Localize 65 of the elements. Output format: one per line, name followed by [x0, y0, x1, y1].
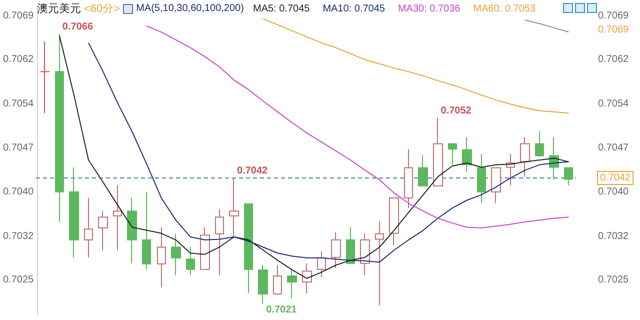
candlestick — [448, 143, 457, 166]
candlestick — [55, 33, 64, 222]
chart-title: 澳元美元 — [37, 2, 81, 16]
candlestick — [157, 226, 166, 288]
candlestick — [84, 197, 93, 258]
line-series — [146, 26, 570, 228]
text: MA60: 0.7053 — [473, 4, 536, 14]
candlestick — [142, 191, 151, 270]
candlestick — [302, 262, 312, 294]
text: MA10: 0.7045 — [322, 4, 386, 14]
text: 0.7069 — [598, 24, 630, 36]
candlestick — [564, 167, 573, 186]
candlestick — [215, 208, 224, 276]
y-tick-label: 0.7047 — [2, 142, 34, 154]
line-series — [262, 18, 570, 114]
annotation: MA(5,10,30,60,100,200) — [136, 3, 244, 14]
chart-subtitle: <60分> — [84, 2, 120, 16]
candlestick — [433, 117, 443, 186]
y-tick-label: 0.7069 — [2, 10, 34, 22]
candlestick — [113, 184, 122, 251]
text: MA30: 0.7036 — [398, 4, 461, 14]
candlestick — [171, 233, 181, 276]
candlestick — [477, 153, 486, 204]
candlestick — [98, 210, 108, 251]
candlestick — [418, 154, 428, 186]
y2-tick-label: 0.7069 — [598, 10, 630, 22]
candlestick — [273, 264, 282, 294]
annotation: 0.7052 — [440, 105, 472, 116]
candlestick — [535, 130, 544, 158]
ref-line-label: 0.7042 — [600, 172, 632, 184]
candlestick — [462, 136, 472, 173]
candlestick — [360, 232, 370, 276]
candlestick — [331, 232, 341, 269]
candlestick — [491, 167, 501, 204]
y-tick-label: 0.7040 — [2, 186, 34, 198]
y2-tick-label: 0.7054 — [598, 98, 630, 110]
candlestick — [375, 220, 384, 306]
y2-tick-label: 0.7032 — [598, 230, 630, 242]
candlestick — [520, 136, 530, 178]
line-series — [524, 20, 570, 33]
candlestick — [229, 178, 239, 239]
y-tick-label: 0.7032 — [2, 230, 34, 242]
candlestick — [346, 226, 355, 264]
candlestick — [40, 41, 50, 114]
candlestick — [389, 197, 399, 246]
annotation: 0.7042 — [237, 166, 268, 177]
candlestick — [317, 250, 326, 278]
candlestick — [258, 264, 268, 305]
candlestick — [287, 268, 297, 299]
y2-tick-label: 0.7062 — [598, 54, 630, 66]
y-tick-label: 0.7054 — [2, 98, 34, 110]
candlestick — [69, 166, 79, 258]
y-tick-label: 0.7062 — [2, 54, 34, 66]
candlestick — [404, 148, 413, 209]
candlestick — [127, 197, 137, 264]
text: MA5: 0.7045 — [253, 4, 310, 14]
y2-tick-label: 0.7040 — [598, 186, 630, 198]
y2-tick-label: 0.7025 — [598, 274, 630, 286]
annotation: 0.7021 — [266, 304, 298, 316]
candlestick — [186, 246, 195, 276]
y-tick-label: 0.7025 — [2, 274, 34, 286]
candlestick — [200, 226, 210, 270]
candlestick — [244, 203, 253, 294]
y2-tick-label: 0.7047 — [598, 142, 630, 154]
annotation: 0.7066 — [62, 21, 94, 32]
